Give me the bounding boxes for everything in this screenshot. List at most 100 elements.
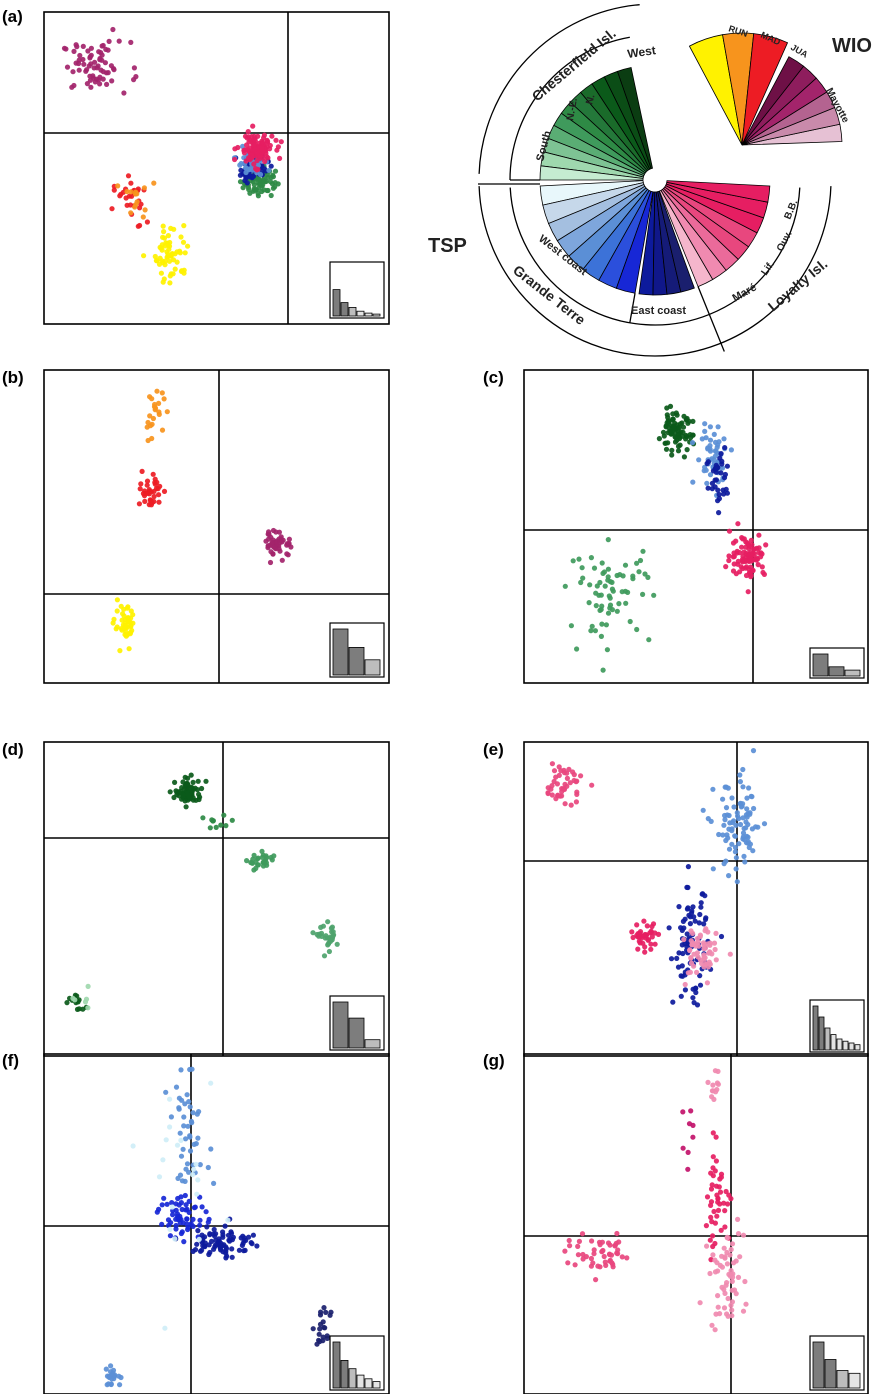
legend-arc bbox=[509, 187, 710, 326]
data-point bbox=[715, 1068, 721, 1074]
data-point bbox=[246, 1234, 252, 1240]
data-point bbox=[156, 492, 162, 498]
data-point bbox=[150, 471, 156, 477]
data-point bbox=[250, 173, 256, 179]
data-point bbox=[164, 1201, 170, 1207]
data-point bbox=[677, 442, 683, 448]
data-point bbox=[726, 873, 732, 879]
data-point bbox=[329, 929, 335, 935]
data-point bbox=[248, 859, 254, 866]
data-point bbox=[246, 139, 252, 145]
data-point bbox=[117, 648, 123, 654]
data-point bbox=[190, 1110, 196, 1116]
data-point bbox=[736, 841, 742, 847]
data-point bbox=[178, 234, 184, 240]
eigenvalue-bar bbox=[824, 1359, 837, 1389]
data-point bbox=[705, 485, 711, 491]
data-point bbox=[728, 1268, 734, 1274]
data-point bbox=[277, 155, 283, 161]
data-point bbox=[697, 973, 703, 979]
data-point bbox=[137, 486, 143, 492]
data-point bbox=[325, 942, 331, 948]
data-point bbox=[675, 425, 681, 431]
data-point bbox=[710, 1252, 716, 1258]
data-point bbox=[109, 1376, 115, 1382]
data-point bbox=[690, 995, 696, 1001]
panel-b bbox=[43, 369, 390, 684]
data-point bbox=[256, 177, 262, 183]
data-point bbox=[187, 1133, 193, 1139]
data-point bbox=[254, 157, 260, 164]
data-point bbox=[160, 279, 166, 285]
data-point bbox=[578, 773, 584, 779]
data-point bbox=[213, 1242, 219, 1248]
data-point bbox=[133, 74, 139, 80]
data-point bbox=[80, 43, 86, 50]
data-point bbox=[564, 775, 571, 782]
data-point bbox=[131, 65, 137, 71]
data-point bbox=[159, 1221, 165, 1227]
data-point bbox=[660, 429, 667, 435]
data-point bbox=[77, 52, 83, 59]
data-point bbox=[179, 1178, 185, 1184]
data-point bbox=[196, 796, 202, 803]
data-point bbox=[599, 603, 605, 609]
data-point bbox=[97, 74, 103, 80]
data-point bbox=[724, 1280, 730, 1286]
data-point bbox=[164, 409, 170, 415]
data-point bbox=[715, 487, 721, 493]
data-point bbox=[723, 1188, 729, 1195]
eigenvalue-bar bbox=[848, 1372, 861, 1389]
data-point bbox=[740, 766, 746, 773]
data-point bbox=[251, 867, 257, 873]
data-point bbox=[574, 646, 580, 652]
data-point bbox=[701, 921, 707, 927]
panel-label-c: (c) bbox=[483, 368, 504, 387]
data-point bbox=[166, 1222, 172, 1229]
data-point bbox=[710, 1165, 716, 1171]
data-point bbox=[128, 189, 134, 195]
data-point bbox=[670, 999, 676, 1005]
data-point bbox=[240, 1240, 246, 1246]
data-point bbox=[141, 185, 147, 191]
data-point bbox=[169, 1200, 175, 1206]
data-point bbox=[758, 550, 764, 556]
data-point bbox=[117, 193, 123, 199]
data-point bbox=[700, 807, 706, 813]
data-point bbox=[320, 1338, 326, 1344]
data-point bbox=[272, 168, 279, 174]
data-point bbox=[177, 248, 183, 254]
data-point bbox=[186, 1099, 192, 1105]
data-point bbox=[266, 531, 272, 537]
data-point bbox=[127, 202, 134, 208]
data-point bbox=[321, 1305, 327, 1311]
data-point bbox=[579, 1231, 586, 1237]
data-point bbox=[64, 64, 71, 70]
data-point bbox=[562, 1248, 568, 1254]
data-point bbox=[73, 42, 79, 48]
data-point bbox=[141, 253, 147, 259]
data-point bbox=[156, 400, 162, 406]
data-point bbox=[609, 607, 616, 613]
data-point bbox=[310, 1326, 316, 1332]
data-point bbox=[251, 852, 257, 859]
data-point bbox=[707, 1237, 713, 1243]
data-point bbox=[134, 191, 140, 197]
data-point bbox=[713, 1311, 719, 1317]
data-point bbox=[682, 981, 688, 988]
data-point bbox=[642, 571, 648, 577]
data-point bbox=[720, 796, 726, 802]
eigenvalue-inset bbox=[809, 647, 865, 679]
data-point bbox=[229, 1254, 235, 1260]
data-point bbox=[590, 1260, 596, 1266]
eigenvalue-bar bbox=[372, 313, 381, 317]
data-point bbox=[624, 1255, 630, 1261]
eigenvalue-bar bbox=[340, 1360, 349, 1389]
plot-frame bbox=[43, 11, 390, 325]
data-point bbox=[161, 396, 167, 402]
legend-arc bbox=[478, 186, 832, 357]
data-point bbox=[742, 558, 749, 565]
data-point bbox=[191, 1141, 197, 1147]
data-point bbox=[251, 133, 257, 139]
panel-d bbox=[43, 741, 390, 1057]
